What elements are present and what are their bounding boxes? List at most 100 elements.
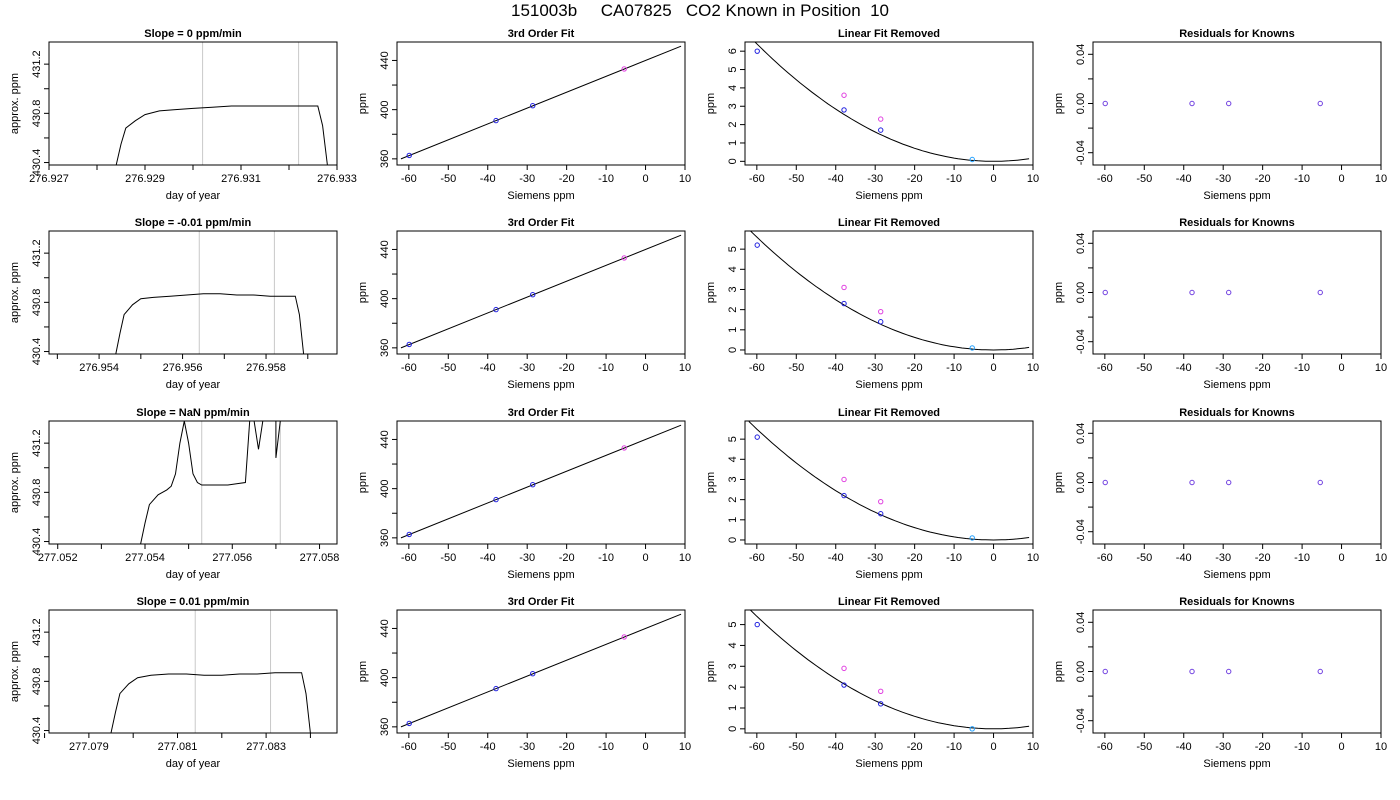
y-tick-label: 5 <box>727 436 739 442</box>
y-tick-label: 400 <box>379 289 391 307</box>
y-tick-label: 430.4 <box>31 528 43 556</box>
plot-area <box>748 421 1030 541</box>
y-axis-label: approx. ppm <box>9 73 21 134</box>
x-tick-label: -40 <box>828 741 844 753</box>
data-point <box>1102 668 1108 675</box>
x-tick-label: 276.958 <box>246 362 286 374</box>
y-tick-label: 2 <box>727 307 739 313</box>
data-point <box>1317 479 1323 486</box>
data-point <box>1317 289 1323 296</box>
y-tick-label: 440 <box>379 51 391 69</box>
x-tick-label: -20 <box>1255 173 1271 185</box>
fit-curve <box>748 421 1030 541</box>
x-tick-label: -30 <box>519 741 535 753</box>
data-point <box>1226 668 1232 675</box>
x-tick-label: 10 <box>679 362 691 374</box>
x-tick-label: -40 <box>828 362 844 374</box>
x-tick-label: -40 <box>480 741 496 753</box>
data-point <box>878 127 884 133</box>
x-tick-label: -30 <box>1215 173 1231 185</box>
x-tick-label: -60 <box>1097 552 1113 564</box>
data-point <box>621 634 627 640</box>
y-tick-label: 0.04 <box>1075 233 1087 254</box>
fit-curve <box>749 231 1030 351</box>
panel-resid-row-3: Residuals for Knowns -60 -50 -40 -30 -20 -10 0 1… <box>1053 407 1387 581</box>
data-point <box>754 242 760 248</box>
x-axis-label: day of year <box>166 569 221 581</box>
trace-line <box>140 421 281 544</box>
y-tick-label: 4 <box>727 85 739 91</box>
panel-linfit-row-2: Linear Fit Removed -60 -50 -40 -30 -20 -10 0 10 0… <box>705 217 1039 391</box>
y-tick-label: -0.04 <box>1075 519 1087 544</box>
y-tick-label: 1 <box>727 327 739 333</box>
data-point <box>530 671 536 677</box>
plot-area <box>1102 100 1323 107</box>
x-tick-label: -20 <box>907 173 923 185</box>
y-axis-label: ppm <box>357 282 369 303</box>
y-tick-label: 430.8 <box>31 289 43 317</box>
fit-line <box>400 234 682 349</box>
x-axis-label: Siemens ppm <box>855 190 922 202</box>
plot-area <box>749 231 1030 351</box>
x-tick-label: 277.079 <box>69 741 109 753</box>
y-tick-label: 1 <box>727 140 739 146</box>
y-tick-label: 4 <box>727 456 739 462</box>
x-tick-label: -30 <box>519 173 535 185</box>
plot-frame <box>1092 609 1382 734</box>
y-axis-label: ppm <box>705 282 717 303</box>
y-axis-label: ppm <box>1053 472 1065 493</box>
x-tick-label: -10 <box>946 741 962 753</box>
x-tick-label: -60 <box>749 741 765 753</box>
data-point <box>878 701 884 707</box>
x-tick-label: 10 <box>1027 552 1039 564</box>
x-tick-label: 0 <box>642 552 648 564</box>
y-tick-label: 431.2 <box>31 50 43 78</box>
data-point <box>969 156 975 163</box>
x-axis-label: day of year <box>166 379 221 391</box>
y-tick-label: 400 <box>379 100 391 118</box>
x-tick-label: -10 <box>946 173 962 185</box>
y-tick-label: 431.2 <box>31 239 43 267</box>
x-tick-label: -60 <box>401 173 417 185</box>
y-axis-label: ppm <box>1053 282 1065 303</box>
panel-linfit-row-4: Linear Fit Removed -60 -50 -40 -30 -20 -10 0 10 0… <box>705 596 1039 770</box>
fit-curve <box>754 42 1030 162</box>
x-axis-label: Siemens ppm <box>1203 190 1270 202</box>
plot-frame <box>48 230 338 355</box>
x-axis-label: Siemens ppm <box>1203 379 1270 391</box>
plot-area <box>1102 289 1323 296</box>
x-tick-label: 276.933 <box>317 173 357 185</box>
x-axis-label: Siemens ppm <box>507 569 574 581</box>
x-tick-label: -50 <box>1136 552 1152 564</box>
x-tick-label: -10 <box>598 362 614 374</box>
data-point <box>1189 100 1195 107</box>
y-tick-label: 0 <box>727 158 739 164</box>
y-tick-label: 6 <box>727 48 739 54</box>
x-tick-label: 277.056 <box>212 552 252 564</box>
panel-title: 3rd Order Fit <box>508 217 575 229</box>
x-tick-label: -60 <box>1097 362 1113 374</box>
x-tick-label: -30 <box>867 741 883 753</box>
x-tick-label: -40 <box>1176 552 1192 564</box>
data-point <box>841 682 847 688</box>
y-tick-label: 430.8 <box>31 100 43 128</box>
y-tick-label: 3 <box>727 476 739 482</box>
plot-area <box>110 672 311 733</box>
x-tick-label: -30 <box>1215 362 1231 374</box>
plot-frame <box>48 420 338 545</box>
x-tick-label: 0 <box>1338 362 1344 374</box>
y-tick-label: 4 <box>727 266 739 272</box>
plot-area <box>400 45 682 160</box>
y-axis-label: ppm <box>1053 93 1065 114</box>
x-tick-label: -40 <box>828 173 844 185</box>
y-tick-label: 1 <box>727 517 739 523</box>
x-tick-label: -10 <box>598 173 614 185</box>
x-tick-label: -20 <box>907 741 923 753</box>
x-tick-label: 277.054 <box>125 552 165 564</box>
x-tick-label: -50 <box>788 741 804 753</box>
x-tick-label: -40 <box>828 552 844 564</box>
panel-title: Slope = NaN ppm/min <box>136 407 250 419</box>
x-tick-label: -50 <box>440 741 456 753</box>
panel-title: Residuals for Knowns <box>1179 28 1295 40</box>
data-point <box>621 255 627 261</box>
